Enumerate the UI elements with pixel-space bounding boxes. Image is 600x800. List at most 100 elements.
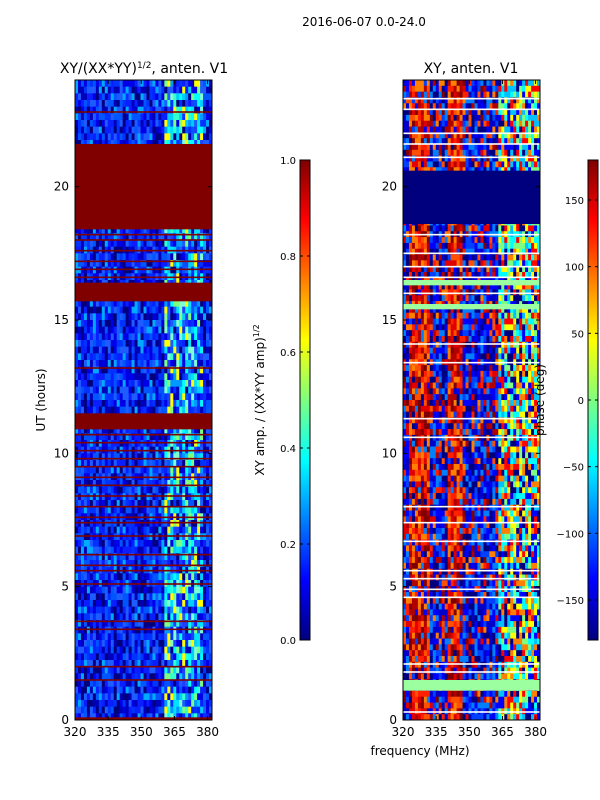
heatmap-cell (86, 633, 91, 641)
heatmap-cell (128, 133, 132, 141)
heatmap-cell (146, 113, 150, 121)
heatmap-cell (179, 453, 183, 461)
heatmap-cell (188, 400, 192, 408)
heatmap-cell (89, 560, 94, 568)
heatmap-cell (170, 493, 174, 501)
heatmap-cell (173, 586, 177, 594)
heatmap-cell (140, 713, 144, 721)
heatmap-cell (152, 80, 156, 88)
heatmap-cell (86, 593, 91, 601)
heatmap-cell (423, 132, 428, 139)
heatmap-cell (113, 706, 118, 714)
heatmap-cell (203, 326, 207, 334)
heatmap-cell (80, 713, 85, 721)
heatmap-cell (209, 133, 213, 141)
heatmap-cell (98, 560, 103, 568)
heatmap-cell (408, 103, 413, 110)
heatmap-cell (206, 386, 210, 394)
heatmap-cell (134, 626, 138, 634)
heatmap-cell (146, 660, 150, 668)
heatmap-cell (98, 506, 103, 514)
heatmap-cell (116, 506, 121, 514)
heatmap-cell (179, 713, 183, 721)
heatmap-cell (453, 120, 458, 127)
heatmap-cell (155, 540, 159, 548)
heatmap-cell (185, 306, 189, 314)
heatmap-cell (107, 440, 112, 448)
heatmap-cell (197, 386, 201, 394)
heatmap-cell (206, 260, 210, 268)
heatmap-cell (206, 653, 210, 661)
heatmap-cell (104, 686, 109, 694)
heatmap-cell (197, 226, 201, 234)
heatmap-cell (89, 506, 94, 514)
heatmap-cell (131, 526, 135, 534)
heatmap-cell (92, 453, 97, 461)
heatmap-cell (134, 546, 138, 554)
heatmap-cell (203, 653, 207, 661)
heatmap-cell (191, 680, 195, 688)
heatmap-cell (158, 340, 162, 348)
heatmap-cell (158, 640, 162, 648)
heatmap-cell (134, 593, 138, 601)
heatmap-cell (86, 326, 91, 334)
heatmap-cell (185, 406, 189, 414)
heatmap-cell (206, 640, 210, 648)
heatmap-cell (134, 406, 138, 414)
heatmap-cell (86, 320, 91, 328)
heatmap-cell (146, 140, 150, 148)
heatmap-cell (197, 660, 201, 668)
heatmap-cell (140, 693, 144, 701)
heatmap-cell (152, 373, 156, 381)
heatmap-cell (83, 400, 88, 408)
heatmap-cell (137, 340, 141, 348)
heatmap-cell (158, 466, 162, 474)
heatmap-cell (128, 140, 132, 148)
heatmap-cell (119, 360, 124, 368)
heatmap-cell (101, 346, 106, 354)
heatmap-cell (95, 646, 100, 654)
heatmap-cell (170, 626, 174, 634)
heatmap-cell (149, 326, 153, 334)
heatmap-cell (104, 646, 109, 654)
heatmap-cell (519, 97, 523, 104)
heatmap-cell (167, 380, 171, 388)
heatmap-cell (152, 133, 156, 141)
heatmap-cell (92, 640, 97, 648)
heatmap-cell (417, 85, 422, 93)
heatmap-cell (468, 85, 472, 93)
heatmap-cell (188, 113, 192, 121)
heatmap-cell (492, 91, 496, 98)
x-tick-label: 350 (130, 725, 153, 739)
heatmap-cell (140, 380, 144, 388)
heatmap-cell (200, 366, 204, 374)
heatmap-cell (155, 340, 159, 348)
heatmap-cell (140, 533, 144, 541)
heatmap-cell (125, 80, 130, 88)
heatmap-cell (206, 380, 210, 388)
heatmap-cell (104, 373, 109, 381)
heatmap-cell (197, 326, 201, 334)
heatmap-cell (140, 326, 144, 334)
heatmap-cell (200, 340, 204, 348)
heatmap-cell (101, 266, 106, 274)
heatmap-cell (161, 613, 165, 621)
heatmap-cell (179, 240, 183, 248)
heatmap-cell (104, 453, 109, 461)
heatmap-cell (185, 640, 189, 648)
heatmap-cell (164, 540, 168, 548)
heatmap-cell (179, 300, 183, 308)
heatmap-cell (83, 80, 88, 88)
heatmap-cell (468, 80, 472, 87)
heatmap-cell (194, 426, 198, 434)
heatmap-cell (173, 526, 177, 534)
heatmap-cell (528, 120, 532, 127)
heatmap-cell (191, 700, 195, 708)
heatmap-cell (75, 233, 79, 241)
heatmap-cell (113, 140, 118, 148)
heatmap-cell (182, 633, 186, 641)
heatmap-cell (143, 86, 147, 94)
heatmap-cell (125, 140, 130, 148)
heatmap-cell (516, 114, 520, 122)
